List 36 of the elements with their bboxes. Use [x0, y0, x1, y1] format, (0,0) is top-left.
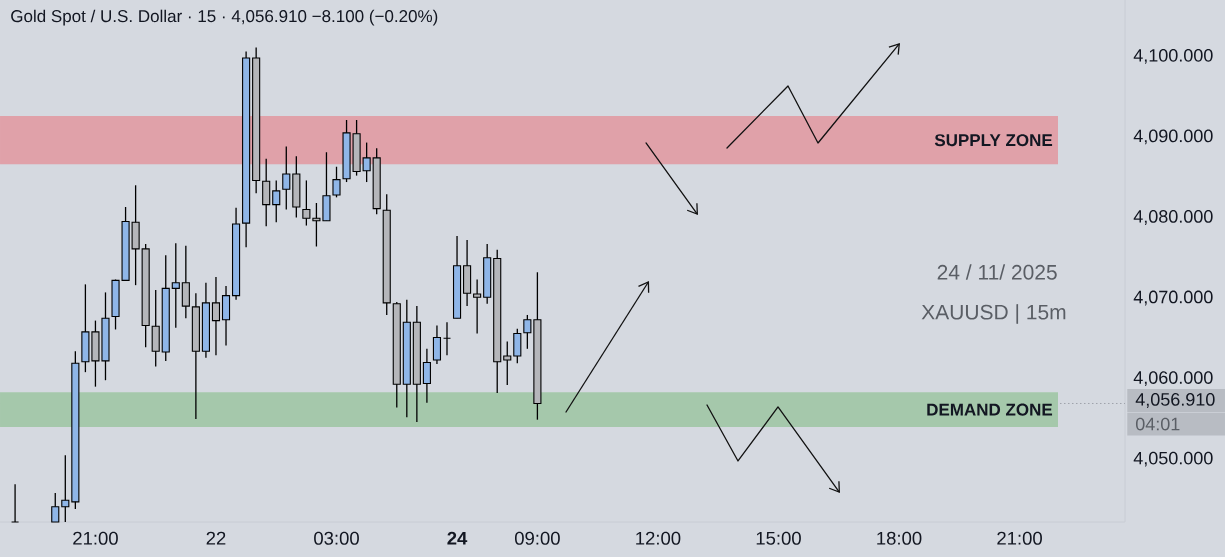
y-tick-label: 4,060.000 [1133, 371, 1213, 387]
candlestick [181, 245, 190, 319]
candlestick [432, 324, 442, 365]
annotation: 24 / 11/ 2025 [937, 264, 1057, 280]
y-tick-label: 4,050.000 [1133, 451, 1213, 467]
y-tick-label: 4,080.000 [1133, 210, 1213, 225]
y-tick-label: 4,100.000 [1133, 48, 1213, 64]
x-tick-label: 24 [447, 531, 468, 545]
candlestick [11, 483, 20, 523]
candlestick [473, 278, 482, 335]
candlestick [51, 492, 60, 523]
candlestick [503, 340, 512, 386]
x-tick-label: 03:00 [314, 531, 359, 545]
candlestick [422, 348, 431, 404]
candlestick [272, 179, 281, 223]
text: Gold Spot / U.S. Dollar · 15 · 4,056.910 −8.100 (−0.20%) [11, 9, 438, 26]
x-tick-label: 15:00 [756, 531, 801, 545]
y-tick-label: 4,090.000 [1133, 129, 1213, 145]
x-tick-label: 21:00 [73, 531, 118, 545]
annotation: XAUUSD | 15m [921, 304, 1066, 324]
x-tick-label: 09:00 [514, 531, 560, 545]
x-tick-label: 12:00 [636, 531, 681, 545]
x-tick-label: 22 [206, 531, 226, 545]
y-tick-label: 4,070.000 [1133, 290, 1213, 306]
text: 04:01 [1135, 417, 1180, 431]
candlestick [262, 158, 271, 227]
ref-line-label: 4,056.910 [1135, 393, 1215, 408]
candlestick [171, 242, 180, 329]
x-tick-label: 21:00 [997, 531, 1042, 545]
x-tick-label: 18:00 [877, 531, 922, 545]
candlestick [513, 328, 522, 364]
band-label: DEMAND ZONE [927, 403, 1053, 416]
candlestick [282, 145, 291, 211]
band-label: SUPPLY ZONE [934, 134, 1053, 147]
candlestick [61, 454, 70, 523]
candlestick [211, 276, 221, 356]
